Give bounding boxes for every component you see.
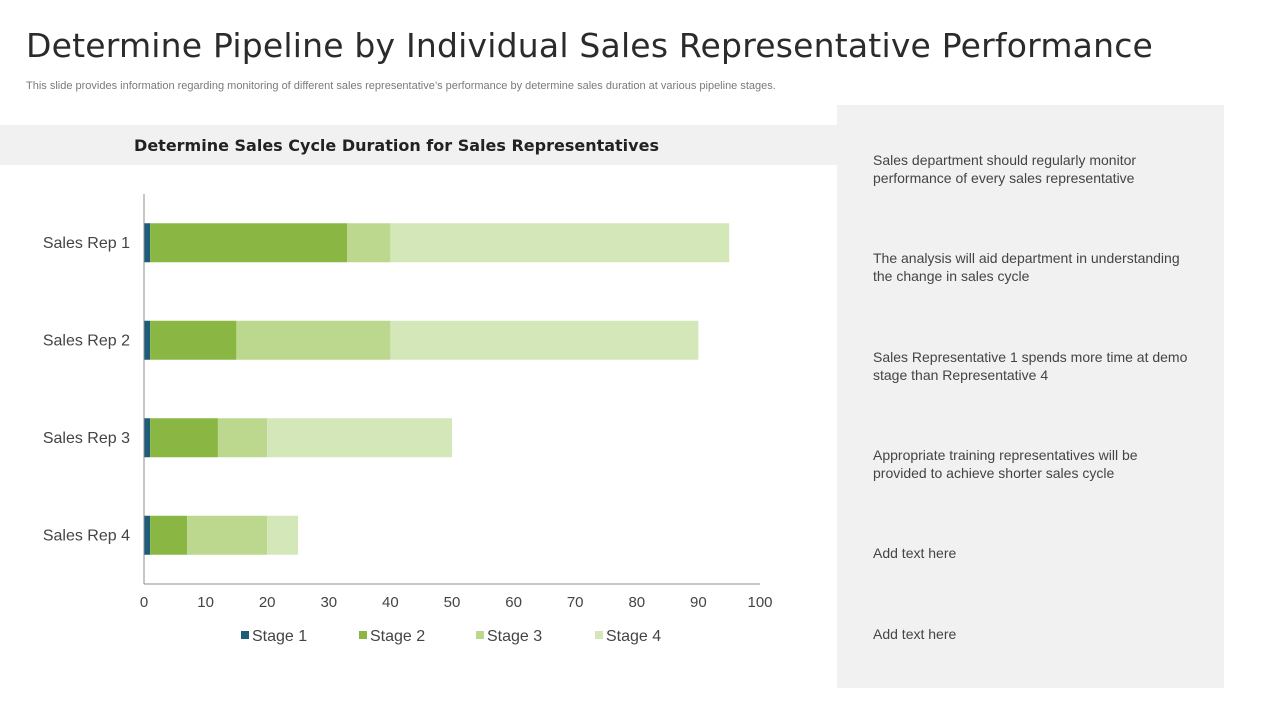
x-tick-label: 0	[140, 594, 148, 611]
bar-3-stage-1	[144, 418, 151, 458]
legend-label: Stage 4	[606, 628, 661, 645]
chart-title-bar: Determine Sales Cycle Duration for Sales…	[0, 125, 837, 165]
bar-2-stage-2	[150, 320, 237, 360]
x-tick-label: 30	[320, 594, 337, 611]
x-tick-label: 70	[567, 594, 584, 611]
category-label: Sales Rep 4	[43, 527, 130, 544]
bar-4-stage-1	[144, 515, 151, 555]
legend-swatch-stage-3	[476, 631, 484, 639]
category-label: Sales Rep 2	[43, 332, 130, 349]
page-title: Determine Pipeline by Individual Sales R…	[26, 26, 1154, 65]
x-tick-label: 20	[259, 594, 276, 611]
bar-3-stage-3	[217, 418, 268, 458]
legend-label: Stage 3	[487, 628, 542, 645]
insight-note-1: Sales department should regularly monito…	[873, 152, 1137, 186]
bar-2-stage-4	[390, 320, 699, 360]
insights-panel: Sales department should regularly monito…	[837, 105, 1224, 688]
bar-2-stage-1	[144, 320, 151, 360]
category-label: Sales Rep 1	[43, 235, 130, 252]
bar-3-stage-2	[150, 418, 218, 458]
x-tick-label: 90	[690, 594, 707, 611]
bar-4-stage-4	[267, 515, 298, 555]
bar-4-stage-3	[187, 515, 268, 555]
insight-note-3: Sales Representative 1 spends more time …	[873, 349, 1188, 383]
x-tick-label: 10	[197, 594, 214, 611]
chart-title: Determine Sales Cycle Duration for Sales…	[134, 135, 659, 155]
page-subtitle: This slide provides information regardin…	[26, 80, 776, 92]
x-tick-label: 50	[444, 594, 461, 611]
sales-cycle-chart: Sales Rep 1 Sales Rep 2 Sales Rep 3 Sales R…	[43, 194, 773, 645]
x-tick-label: 40	[382, 594, 399, 611]
bar-2-stage-3	[236, 320, 391, 360]
insight-note-5: Add text here	[873, 545, 957, 561]
bar-1-stage-1	[144, 223, 151, 263]
insight-note-4: Appropriate training representatives wil…	[873, 447, 1138, 481]
x-tick-label: 80	[628, 594, 645, 611]
bar-3-stage-4	[267, 418, 452, 458]
x-tick-label: 100	[747, 594, 772, 611]
legend-label: Stage 1	[252, 628, 307, 645]
bar-1-stage-3	[347, 223, 391, 263]
bar-1-stage-4	[390, 223, 730, 263]
insight-note-2: The analysis will aid department in unde…	[873, 250, 1180, 284]
legend-label: Stage 2	[370, 628, 425, 645]
legend-swatch-stage-2	[359, 631, 367, 639]
bar-4-stage-2	[150, 515, 188, 555]
x-tick-label: 60	[505, 594, 522, 611]
legend-swatch-stage-4	[595, 631, 603, 639]
legend-swatch-stage-1	[241, 631, 249, 639]
category-label: Sales Rep 3	[43, 430, 130, 447]
insight-note-6: Add text here	[873, 626, 957, 642]
bar-1-stage-2	[150, 223, 348, 263]
